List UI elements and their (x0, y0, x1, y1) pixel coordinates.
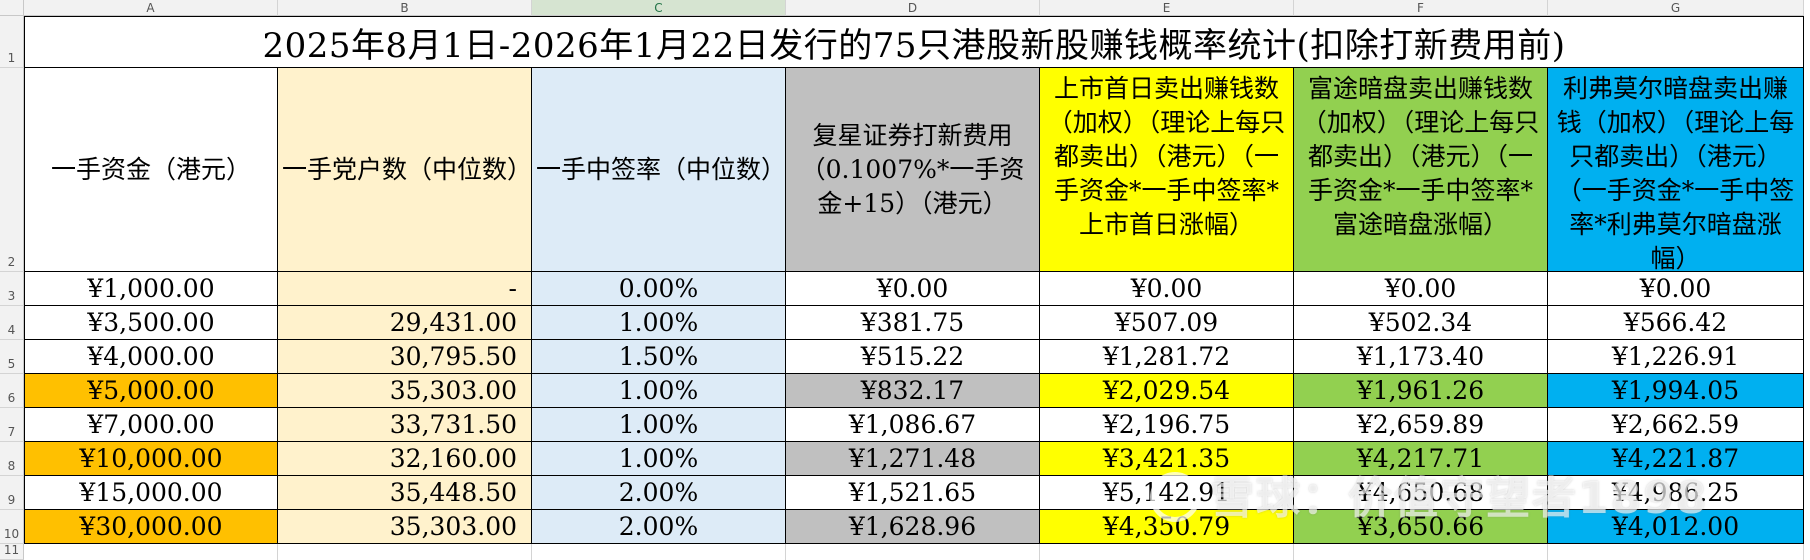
row-header-6[interactable]: 6 (0, 374, 24, 408)
column-header-f[interactable]: F (1294, 0, 1548, 16)
table-cell-f9[interactable]: ¥4,650.68 (1294, 476, 1548, 510)
table-cell-f4[interactable]: ¥502.34 (1294, 306, 1548, 340)
header-cell-f[interactable]: 富途暗盘卖出赚钱数（加权）（理论上每只都卖出）（港元）（一手资金*一手中签率*富… (1294, 68, 1548, 272)
table-cell-a8[interactable]: ¥10,000.00 (24, 442, 278, 476)
table-cell-c6[interactable]: 1.00% (532, 374, 786, 408)
column-header-e[interactable]: E (1040, 0, 1294, 16)
sheet-title-cell[interactable]: 2025年8月1日-2026年1月22日发行的75只港股新股赚钱概率统计(扣除打… (24, 16, 1804, 68)
table-cell-e9[interactable]: ¥5,142.91 (1040, 476, 1294, 510)
column-header-c[interactable]: C (532, 0, 786, 16)
table-cell-e6[interactable]: ¥2,029.54 (1040, 374, 1294, 408)
table-cell-d4[interactable]: ¥381.75 (786, 306, 1040, 340)
select-all-corner[interactable] (0, 0, 24, 16)
row-header-8[interactable]: 8 (0, 442, 24, 476)
table-cell-e3[interactable]: ¥0.00 (1040, 272, 1294, 306)
header-cell-c[interactable]: 一手中签率（中位数） (532, 68, 786, 272)
column-header-g[interactable]: G (1548, 0, 1804, 16)
table-cell-a5[interactable]: ¥4,000.00 (24, 340, 278, 374)
table-cell-e7[interactable]: ¥2,196.75 (1040, 408, 1294, 442)
table-cell-g7[interactable]: ¥2,662.59 (1548, 408, 1804, 442)
column-header-b[interactable]: B (278, 0, 532, 16)
column-header-d[interactable]: D (786, 0, 1040, 16)
table-cell-b7[interactable]: 33,731.50 (278, 408, 532, 442)
table-cell-d8[interactable]: ¥1,271.48 (786, 442, 1040, 476)
row-header-4[interactable]: 4 (0, 306, 24, 340)
table-cell-e8[interactable]: ¥3,421.35 (1040, 442, 1294, 476)
row-header-3[interactable]: 3 (0, 272, 24, 306)
table-cell-g5[interactable]: ¥1,226.91 (1548, 340, 1804, 374)
table-cell-a10[interactable]: ¥30,000.00 (24, 510, 278, 544)
table-cell-b10[interactable]: 35,303.00 (278, 510, 532, 544)
table-cell-f10[interactable]: ¥3,650.66 (1294, 510, 1548, 544)
header-cell-e[interactable]: 上市首日卖出赚钱数（加权）（理论上每只都卖出）（港元）（一手资金*一手中签率*上… (1040, 68, 1294, 272)
table-cell-f8[interactable]: ¥4,217.71 (1294, 442, 1548, 476)
table-cell-d11[interactable] (786, 544, 1040, 560)
table-cell-f5[interactable]: ¥1,173.40 (1294, 340, 1548, 374)
table-cell-a4[interactable]: ¥3,500.00 (24, 306, 278, 340)
table-cell-e10[interactable]: ¥4,350.79 (1040, 510, 1294, 544)
table-cell-c9[interactable]: 2.00% (532, 476, 786, 510)
table-cell-f3[interactable]: ¥0.00 (1294, 272, 1548, 306)
table-cell-g3[interactable]: ¥0.00 (1548, 272, 1804, 306)
table-cell-g4[interactable]: ¥566.42 (1548, 306, 1804, 340)
table-cell-b3[interactable]: - (278, 272, 532, 306)
table-cell-c7[interactable]: 1.00% (532, 408, 786, 442)
table-cell-b8[interactable]: 32,160.00 (278, 442, 532, 476)
header-cell-d[interactable]: 复星证券打新费用（0.1007%*一手资金+15）（港元） (786, 68, 1040, 272)
table-cell-f11[interactable] (1294, 544, 1548, 560)
table-cell-c10[interactable]: 2.00% (532, 510, 786, 544)
header-cell-g[interactable]: 利弗莫尔暗盘卖出赚钱（加权）（理论上每只都卖出）（港元）（一手资金*一手中签率*… (1548, 68, 1804, 272)
table-cell-g8[interactable]: ¥4,221.87 (1548, 442, 1804, 476)
table-cell-g6[interactable]: ¥1,994.05 (1548, 374, 1804, 408)
table-cell-a3[interactable]: ¥1,000.00 (24, 272, 278, 306)
table-cell-d6[interactable]: ¥832.17 (786, 374, 1040, 408)
table-cell-d5[interactable]: ¥515.22 (786, 340, 1040, 374)
row-header-1[interactable]: 1 (0, 16, 24, 68)
table-cell-d10[interactable]: ¥1,628.96 (786, 510, 1040, 544)
table-cell-e4[interactable]: ¥507.09 (1040, 306, 1294, 340)
table-cell-d7[interactable]: ¥1,086.67 (786, 408, 1040, 442)
table-cell-b5[interactable]: 30,795.50 (278, 340, 532, 374)
table-cell-c5[interactable]: 1.50% (532, 340, 786, 374)
table-cell-a11[interactable] (24, 544, 278, 560)
table-cell-d3[interactable]: ¥0.00 (786, 272, 1040, 306)
table-cell-b4[interactable]: 29,431.00 (278, 306, 532, 340)
table-cell-e11[interactable] (1040, 544, 1294, 560)
header-cell-b[interactable]: 一手党户数（中位数） (278, 68, 532, 272)
table-cell-f6[interactable]: ¥1,961.26 (1294, 374, 1548, 408)
table-cell-a9[interactable]: ¥15,000.00 (24, 476, 278, 510)
header-cell-a[interactable]: 一手资金（港元） (24, 68, 278, 272)
row-header-10[interactable]: 10 (0, 510, 24, 544)
table-cell-g9[interactable]: ¥4,986.25 (1548, 476, 1804, 510)
row-header-11[interactable]: 11 (0, 543, 24, 560)
table-cell-c8[interactable]: 1.00% (532, 442, 786, 476)
table-cell-b6[interactable]: 35,303.00 (278, 374, 532, 408)
table-cell-b9[interactable]: 35,448.50 (278, 476, 532, 510)
column-header-a[interactable]: A (24, 0, 278, 16)
table-cell-a6[interactable]: ¥5,000.00 (24, 374, 278, 408)
row-header-7[interactable]: 7 (0, 408, 24, 442)
table-cell-f7[interactable]: ¥2,659.89 (1294, 408, 1548, 442)
table-cell-g11[interactable] (1548, 544, 1804, 560)
table-cell-c4[interactable]: 1.00% (532, 306, 786, 340)
table-cell-c11[interactable] (532, 544, 786, 560)
table-cell-b11[interactable] (278, 544, 532, 560)
table-cell-g10[interactable]: ¥4,012.00 (1548, 510, 1804, 544)
table-cell-d9[interactable]: ¥1,521.65 (786, 476, 1040, 510)
row-header-5[interactable]: 5 (0, 340, 24, 374)
table-cell-a7[interactable]: ¥7,000.00 (24, 408, 278, 442)
row-header-2[interactable]: 2 (0, 68, 24, 272)
row-header-9[interactable]: 9 (0, 476, 24, 510)
table-cell-e5[interactable]: ¥1,281.72 (1040, 340, 1294, 374)
table-cell-c3[interactable]: 0.00% (532, 272, 786, 306)
